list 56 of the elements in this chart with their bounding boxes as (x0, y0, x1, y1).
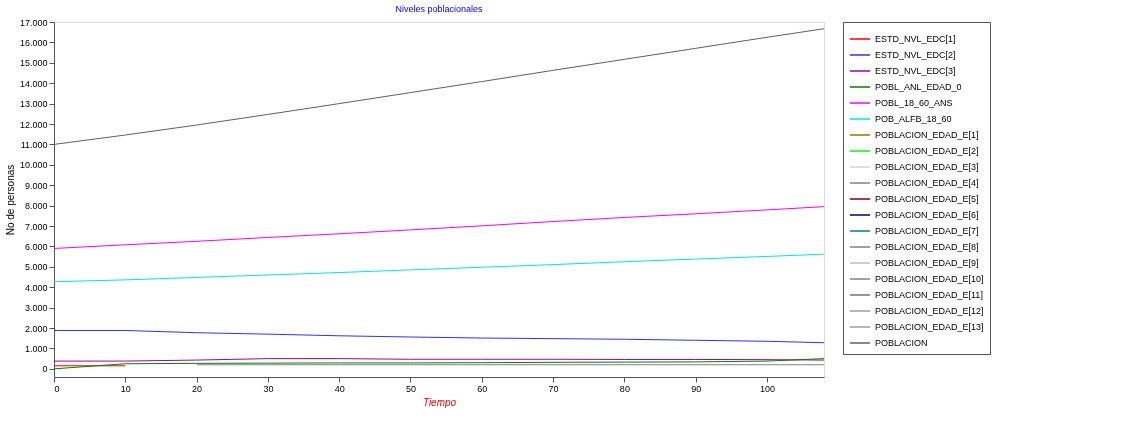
y-tick-label: 17.000 (19, 17, 48, 28)
y-tick-label: 5.000 (24, 262, 48, 273)
y-tick-label: 10.000 (19, 160, 48, 171)
legend-label: ESTD_NVL_EDC[2] (875, 50, 956, 60)
legend-label: POBLACION_EDAD_E[8] (875, 242, 979, 252)
legend-label: POBLACION_EDAD_E[12] (875, 306, 984, 316)
x-tick-label: 100 (759, 383, 775, 394)
legend-label: POBLACION_EDAD_E[3] (875, 162, 979, 172)
legend-label: POBLACION_EDAD_E[1] (875, 130, 979, 140)
legend-label: POBLACION_EDAD_E[10] (875, 274, 984, 284)
y-tick-label: 8.000 (24, 201, 48, 212)
x-tick-label: 40 (334, 383, 345, 394)
legend-label: POBLACION_EDAD_E[9] (875, 258, 979, 268)
y-tick-label: 9.000 (24, 180, 48, 191)
legend-label: POBLACION_EDAD_E[6] (875, 210, 979, 220)
x-tick-label: 50 (405, 383, 416, 394)
y-tick-label: 4.000 (24, 282, 48, 293)
y-tick-label: 7.000 (24, 221, 48, 232)
legend-label: POBL_18_60_ANS (875, 98, 953, 108)
x-tick-label: 10 (120, 383, 131, 394)
x-tick-label: 0 (54, 383, 60, 394)
x-axis-title: Tiempo (422, 396, 457, 408)
y-tick-label: 3.000 (24, 303, 48, 314)
line-series (53, 329, 825, 344)
y-tick-label: 14.000 (19, 78, 48, 89)
y-tick-label: 13.000 (19, 99, 48, 110)
y-tick-label: 12.000 (19, 119, 48, 130)
y-axis-title: No de personas (4, 164, 16, 236)
x-tick-label: 20 (192, 383, 203, 394)
y-tick-label: 15.000 (19, 58, 48, 69)
y-tick-label: 11.000 (20, 139, 48, 150)
y-tick-label: 1.000 (24, 343, 48, 354)
legend-label: POBLACION_EDAD_E[4] (875, 178, 979, 188)
legend-label: POBLACION_EDAD_E[13] (875, 322, 984, 332)
line-series (53, 206, 825, 249)
legend-label: POBLACION_EDAD_E[7] (875, 226, 979, 236)
legend-label: POBL_ANL_EDAD_0 (875, 82, 962, 92)
legend-label: POBLACION_EDAD_E[11] (875, 290, 983, 300)
x-tick-label: 80 (619, 383, 630, 394)
x-tick-label: 90 (691, 383, 702, 394)
line-series (53, 253, 825, 283)
x-tick-label: 60 (477, 383, 488, 394)
x-tick-label: 30 (263, 383, 274, 394)
y-tick-label: 6.000 (24, 241, 48, 252)
legend-label: ESTD_NVL_EDC[3] (875, 66, 956, 76)
y-tick-label: 0 (42, 364, 48, 375)
legend-label: POBLACION (875, 338, 928, 348)
y-tick-label: 2.000 (24, 323, 48, 334)
legend-label: POB_ALFB_18_60 (875, 114, 952, 124)
x-tick-label: 70 (548, 383, 559, 394)
legend-label: ESTD_NVL_EDC[1] (875, 34, 956, 44)
legend-label: POBLACION_EDAD_E[2] (875, 146, 979, 156)
chart-title: Niveles poblacionales (395, 4, 484, 14)
line-series (53, 358, 825, 370)
legend-label: POBLACION_EDAD_E[5] (875, 194, 979, 204)
y-tick-label: 16.000 (19, 37, 48, 48)
